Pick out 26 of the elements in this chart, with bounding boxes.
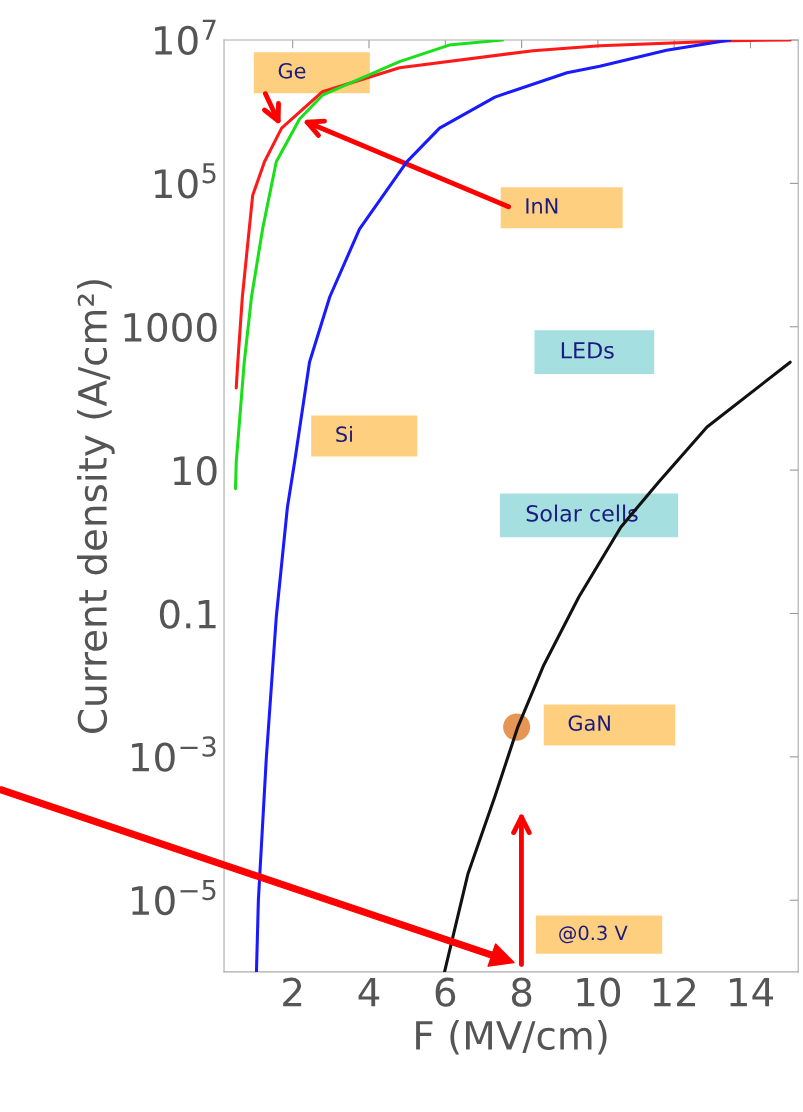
line-series <box>443 360 792 972</box>
x-axis-title: F (MV/cm) <box>416 1019 607 1055</box>
text: GaN <box>568 715 610 731</box>
y-tick-label: 1000 <box>124 312 217 343</box>
y-tick-label: 10 <box>173 456 217 486</box>
text: InN <box>526 198 558 214</box>
annotation: LEDs <box>561 342 614 359</box>
x-tick-label: 14 <box>730 977 774 1007</box>
y-tick-label: 10$^{−3}$ <box>132 736 216 772</box>
x-tick-label: 4 <box>358 977 380 1007</box>
series-label: Ge <box>278 62 306 79</box>
y-tick-label: 10$^{7}$ <box>155 19 216 56</box>
annotation: @0.3 V <box>559 925 628 944</box>
y-tick-label: 10$^{−5}$ <box>132 879 216 916</box>
y-tick-label: 10$^{5}$ <box>155 163 216 199</box>
line-series <box>234 40 792 390</box>
y-axis-title: Current density (A/cm²) <box>77 280 115 733</box>
x-tick-label: 12 <box>653 977 696 1007</box>
line-series <box>233 40 505 491</box>
y-tick-label: 0.1 <box>159 599 216 629</box>
x-tick-label: 2 <box>283 977 302 1007</box>
series-label: Si <box>336 425 352 443</box>
x-tick-label: 8 <box>511 977 532 1007</box>
line-series <box>254 40 732 972</box>
x-tick-label: 10 <box>577 977 621 1007</box>
x-tick-label: 6 <box>435 977 456 1007</box>
